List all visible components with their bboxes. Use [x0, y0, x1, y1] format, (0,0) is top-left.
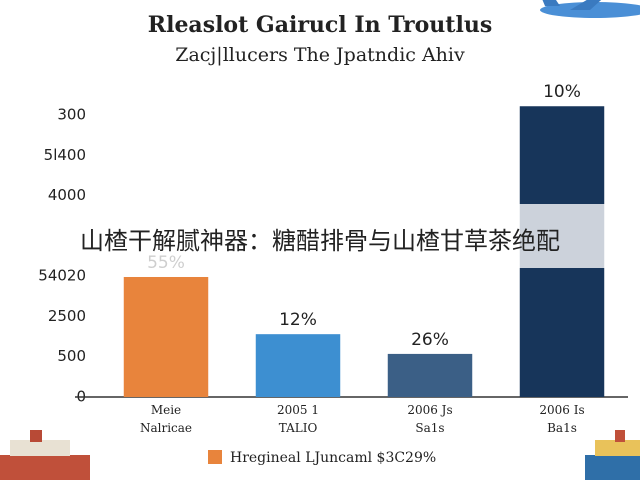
bar-label: 10%: [543, 82, 581, 102]
bar-label: 12%: [279, 310, 317, 330]
bar: [387, 353, 473, 397]
x-tick-label: 2006 Is Ba1s: [539, 403, 584, 435]
ship-left: [0, 430, 90, 480]
y-tick-label: 54020: [38, 267, 86, 285]
bar-label: 26%: [411, 330, 449, 350]
bar: [255, 334, 341, 397]
banner-text: 山楂干解腻神器：糖醋排骨与山楂甘草茶绝配: [80, 227, 560, 255]
banner-background: [0, 204, 640, 268]
x-tick-label: Meie Nalricae: [140, 403, 192, 435]
y-tick-label: 5l400: [44, 146, 86, 164]
chart-subtitle: Zacj|llucers The Jpatndic Ahiv: [175, 44, 465, 66]
bar: [123, 276, 209, 397]
chart-title: Rleaslot Gairucl In Troutlus: [148, 12, 492, 38]
legend-swatch: [208, 450, 222, 464]
legend: Hregineal LJuncaml $3C29%: [208, 450, 436, 466]
y-tick-label: 2500: [48, 307, 86, 325]
x-tick-label: 2005 1 TALIO: [277, 403, 319, 435]
x-tick-label: 2006 Js Sa1s: [407, 403, 452, 435]
ship-right: [585, 430, 640, 480]
legend-label: Hregineal LJuncaml $3C29%: [230, 450, 436, 466]
airplane: [540, 0, 640, 18]
y-tick-label: 500: [57, 347, 86, 365]
y-tick-label: 4000: [48, 186, 86, 204]
y-tick-label: 300: [57, 106, 86, 124]
plot-area: 050025005402040005l40030055%MeieNalricae…: [38, 82, 628, 435]
